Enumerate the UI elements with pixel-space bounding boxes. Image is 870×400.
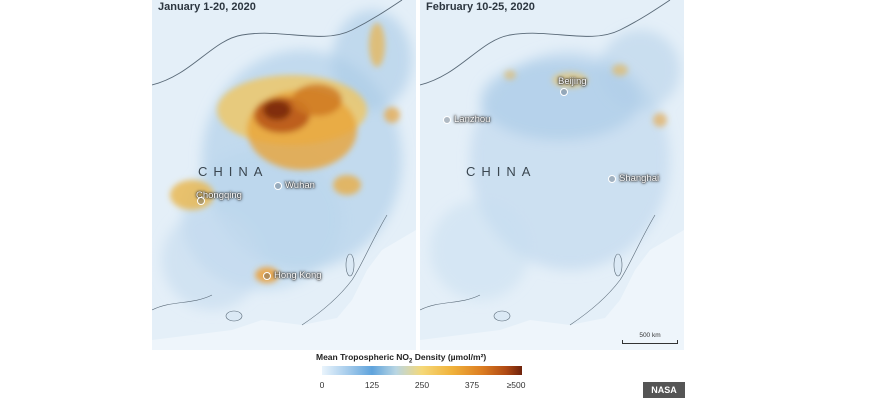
legend-title: Mean Tropospheric NO2 Density (µmol/m²)	[316, 352, 487, 365]
legend-color-bar	[322, 366, 522, 375]
legend-tick: 250	[414, 380, 430, 390]
panel-title: January 1-20, 2020	[158, 1, 256, 13]
city-dot-icon	[560, 88, 568, 96]
city-dot-icon	[443, 115, 451, 124]
city-marker-lanzhou: Lanzhou	[443, 114, 490, 125]
city-label: Hong Kong	[274, 270, 322, 281]
city-dot-icon	[608, 174, 616, 183]
city-label: Wuhan	[285, 180, 315, 191]
city-marker-hong-kong: Hong Kong	[263, 270, 322, 281]
country-label: CHINA	[466, 164, 537, 179]
scale-bar-line	[622, 340, 678, 344]
color-legend: Mean Tropospheric NO2 Density (µmol/m²) …	[316, 350, 530, 400]
country-label: CHINA	[198, 164, 269, 179]
city-dot-icon	[274, 181, 282, 190]
legend-tick: 0	[319, 380, 325, 390]
map-image-january	[152, 0, 416, 350]
city-label: Chongqing	[196, 190, 242, 201]
map-image-february	[420, 0, 684, 350]
nasa-credit-badge: NASA	[643, 382, 685, 398]
legend-tick: 125	[364, 380, 380, 390]
city-marker-beijing: Beijing	[558, 76, 587, 87]
city-marker-shanghai: Shanghai	[608, 173, 659, 184]
panel-title: February 10-25, 2020	[426, 1, 535, 13]
scale-bar-label: 500 km	[639, 332, 661, 339]
map-panel-january: January 1-20, 2020 CHINA Chongqing Wuhan…	[152, 0, 416, 350]
map-panel-february: February 10-25, 2020 CHINA Beijing Lanzh…	[420, 0, 684, 350]
city-label: Beijing	[558, 76, 587, 87]
city-marker-wuhan: Wuhan	[274, 180, 315, 191]
city-dot-icon	[263, 271, 271, 280]
city-marker-chongqing: Chongqing	[196, 190, 242, 201]
city-dot-icon	[197, 197, 205, 205]
legend-tick: ≥500	[506, 380, 526, 390]
city-label: Shanghai	[619, 173, 660, 184]
scale-bar: 500 km	[622, 332, 678, 344]
city-label: Lanzhou	[454, 114, 491, 125]
legend-tick: 375	[464, 380, 480, 390]
